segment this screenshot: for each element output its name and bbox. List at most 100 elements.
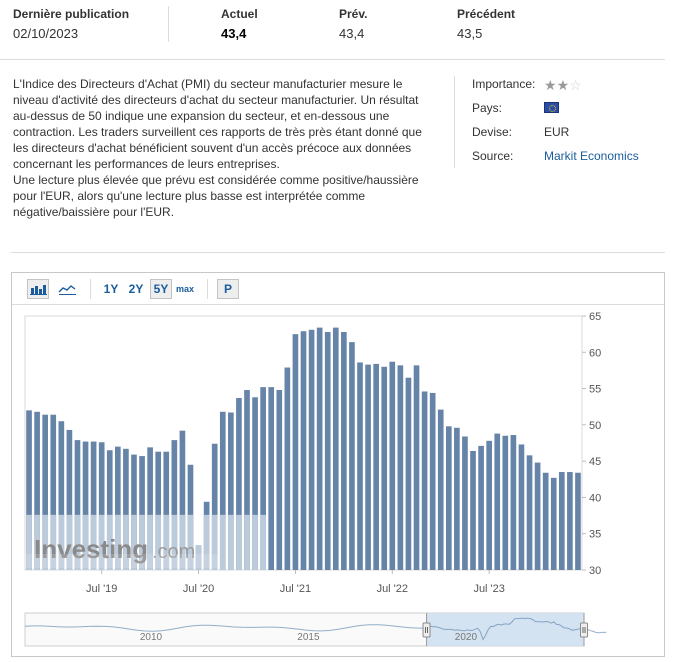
bar[interactable] bbox=[308, 329, 315, 570]
bar[interactable] bbox=[332, 327, 339, 570]
bar[interactable] bbox=[445, 426, 452, 570]
bar[interactable] bbox=[42, 414, 49, 570]
bar[interactable] bbox=[131, 454, 137, 570]
bar[interactable] bbox=[534, 462, 541, 570]
bar[interactable] bbox=[405, 377, 412, 570]
bar[interactable] bbox=[550, 477, 557, 570]
bar[interactable] bbox=[413, 365, 420, 570]
previous-stat: Précédent 43,5 bbox=[457, 6, 515, 43]
area-chart-icon[interactable] bbox=[56, 279, 78, 299]
currency-label: Devise: bbox=[472, 125, 513, 139]
eu-flag-icon bbox=[544, 102, 559, 113]
bar[interactable] bbox=[502, 435, 509, 570]
bar[interactable] bbox=[462, 436, 468, 570]
bar[interactable] bbox=[236, 398, 242, 570]
bar[interactable] bbox=[211, 443, 218, 570]
forecast-value: 43,4 bbox=[339, 26, 365, 41]
bar[interactable] bbox=[244, 390, 250, 570]
bar-watermark-overlay bbox=[98, 514, 105, 570]
bar[interactable] bbox=[470, 450, 476, 570]
range-2y-button[interactable]: 2Y bbox=[128, 282, 144, 296]
bar[interactable] bbox=[397, 365, 404, 570]
bar[interactable] bbox=[542, 472, 549, 570]
forecast-label: Prév. bbox=[339, 7, 368, 21]
bar[interactable] bbox=[510, 435, 517, 570]
bar[interactable] bbox=[276, 390, 283, 570]
actual-stat: Actuel 43,4 bbox=[221, 6, 258, 43]
bar[interactable] bbox=[50, 414, 57, 570]
bar[interactable] bbox=[171, 440, 178, 570]
bar[interactable] bbox=[26, 410, 32, 570]
bar[interactable] bbox=[486, 440, 492, 570]
bar[interactable] bbox=[341, 331, 347, 570]
bar[interactable] bbox=[252, 397, 258, 570]
bar-chart-icon[interactable] bbox=[27, 279, 49, 299]
event-info: Importance: ★★☆ Pays: Devise: EUR Source… bbox=[472, 76, 662, 172]
bar[interactable] bbox=[219, 411, 226, 570]
bar[interactable] bbox=[478, 445, 484, 570]
y-tick-label: 55 bbox=[589, 384, 601, 396]
bar-watermark-overlay bbox=[115, 514, 121, 570]
bar[interactable] bbox=[373, 363, 379, 570]
bar[interactable] bbox=[437, 409, 444, 570]
bar[interactable] bbox=[74, 440, 81, 570]
bar[interactable] bbox=[421, 391, 428, 570]
bar[interactable] bbox=[82, 441, 89, 570]
y-tick-label: 60 bbox=[589, 347, 601, 359]
bar[interactable] bbox=[389, 361, 396, 570]
bar-watermark-overlay bbox=[74, 514, 81, 570]
bar[interactable] bbox=[98, 442, 105, 570]
bar[interactable] bbox=[34, 411, 40, 570]
bar[interactable] bbox=[179, 430, 186, 570]
range-5y-button[interactable]: 5Y bbox=[150, 279, 172, 299]
bar-watermark-overlay bbox=[34, 514, 40, 570]
toolbar-divider bbox=[90, 279, 91, 299]
currency-row: Devise: EUR bbox=[472, 124, 662, 148]
bar[interactable] bbox=[316, 327, 323, 570]
range-1y-button[interactable]: 1Y bbox=[103, 282, 119, 296]
bar[interactable] bbox=[558, 472, 565, 570]
bar[interactable] bbox=[155, 451, 162, 570]
navigator-left-handle[interactable] bbox=[422, 622, 431, 638]
bar[interactable] bbox=[349, 342, 355, 570]
bar[interactable] bbox=[365, 364, 371, 570]
description-paragraph-1: L'Indice des Directeurs d'Achat (PMI) du… bbox=[13, 77, 422, 171]
print-button[interactable]: P bbox=[217, 279, 239, 299]
bar[interactable] bbox=[429, 392, 436, 570]
source-link[interactable]: Markit Economics bbox=[544, 149, 639, 163]
bar[interactable] bbox=[58, 421, 65, 570]
range-max-button[interactable]: max bbox=[175, 284, 194, 294]
bar[interactable] bbox=[260, 387, 266, 570]
bar[interactable] bbox=[292, 334, 299, 570]
bar[interactable] bbox=[123, 448, 129, 570]
info-divider bbox=[454, 76, 455, 168]
bar[interactable] bbox=[66, 429, 73, 570]
bar[interactable] bbox=[357, 362, 363, 570]
bar[interactable] bbox=[90, 441, 97, 570]
bar[interactable] bbox=[575, 472, 581, 570]
bar[interactable] bbox=[324, 331, 331, 570]
bar[interactable] bbox=[526, 455, 533, 570]
bar[interactable] bbox=[518, 444, 525, 570]
bar[interactable] bbox=[106, 450, 113, 570]
range-navigator[interactable]: 2010 2015 2020 bbox=[24, 612, 607, 647]
bar[interactable] bbox=[163, 451, 170, 570]
bar[interactable] bbox=[494, 433, 501, 570]
bar[interactable] bbox=[147, 447, 153, 570]
bar[interactable] bbox=[228, 412, 234, 570]
bar[interactable] bbox=[284, 367, 291, 570]
bar[interactable] bbox=[268, 387, 275, 570]
bar[interactable] bbox=[567, 472, 573, 570]
bar-watermark-overlay bbox=[50, 514, 57, 570]
bar[interactable] bbox=[115, 446, 121, 570]
bar-watermark-overlay bbox=[147, 514, 153, 570]
bar-watermark-overlay bbox=[163, 514, 170, 570]
x-tick-label: Jul '22 bbox=[377, 583, 408, 595]
bar[interactable] bbox=[454, 427, 460, 570]
bar[interactable] bbox=[381, 366, 388, 570]
navigator-right-handle[interactable] bbox=[580, 622, 588, 638]
bar[interactable] bbox=[139, 456, 145, 570]
navigator-tick-label: 2020 bbox=[455, 632, 478, 643]
bar[interactable] bbox=[300, 331, 307, 570]
last-release-value: 02/10/2023 bbox=[13, 26, 79, 41]
